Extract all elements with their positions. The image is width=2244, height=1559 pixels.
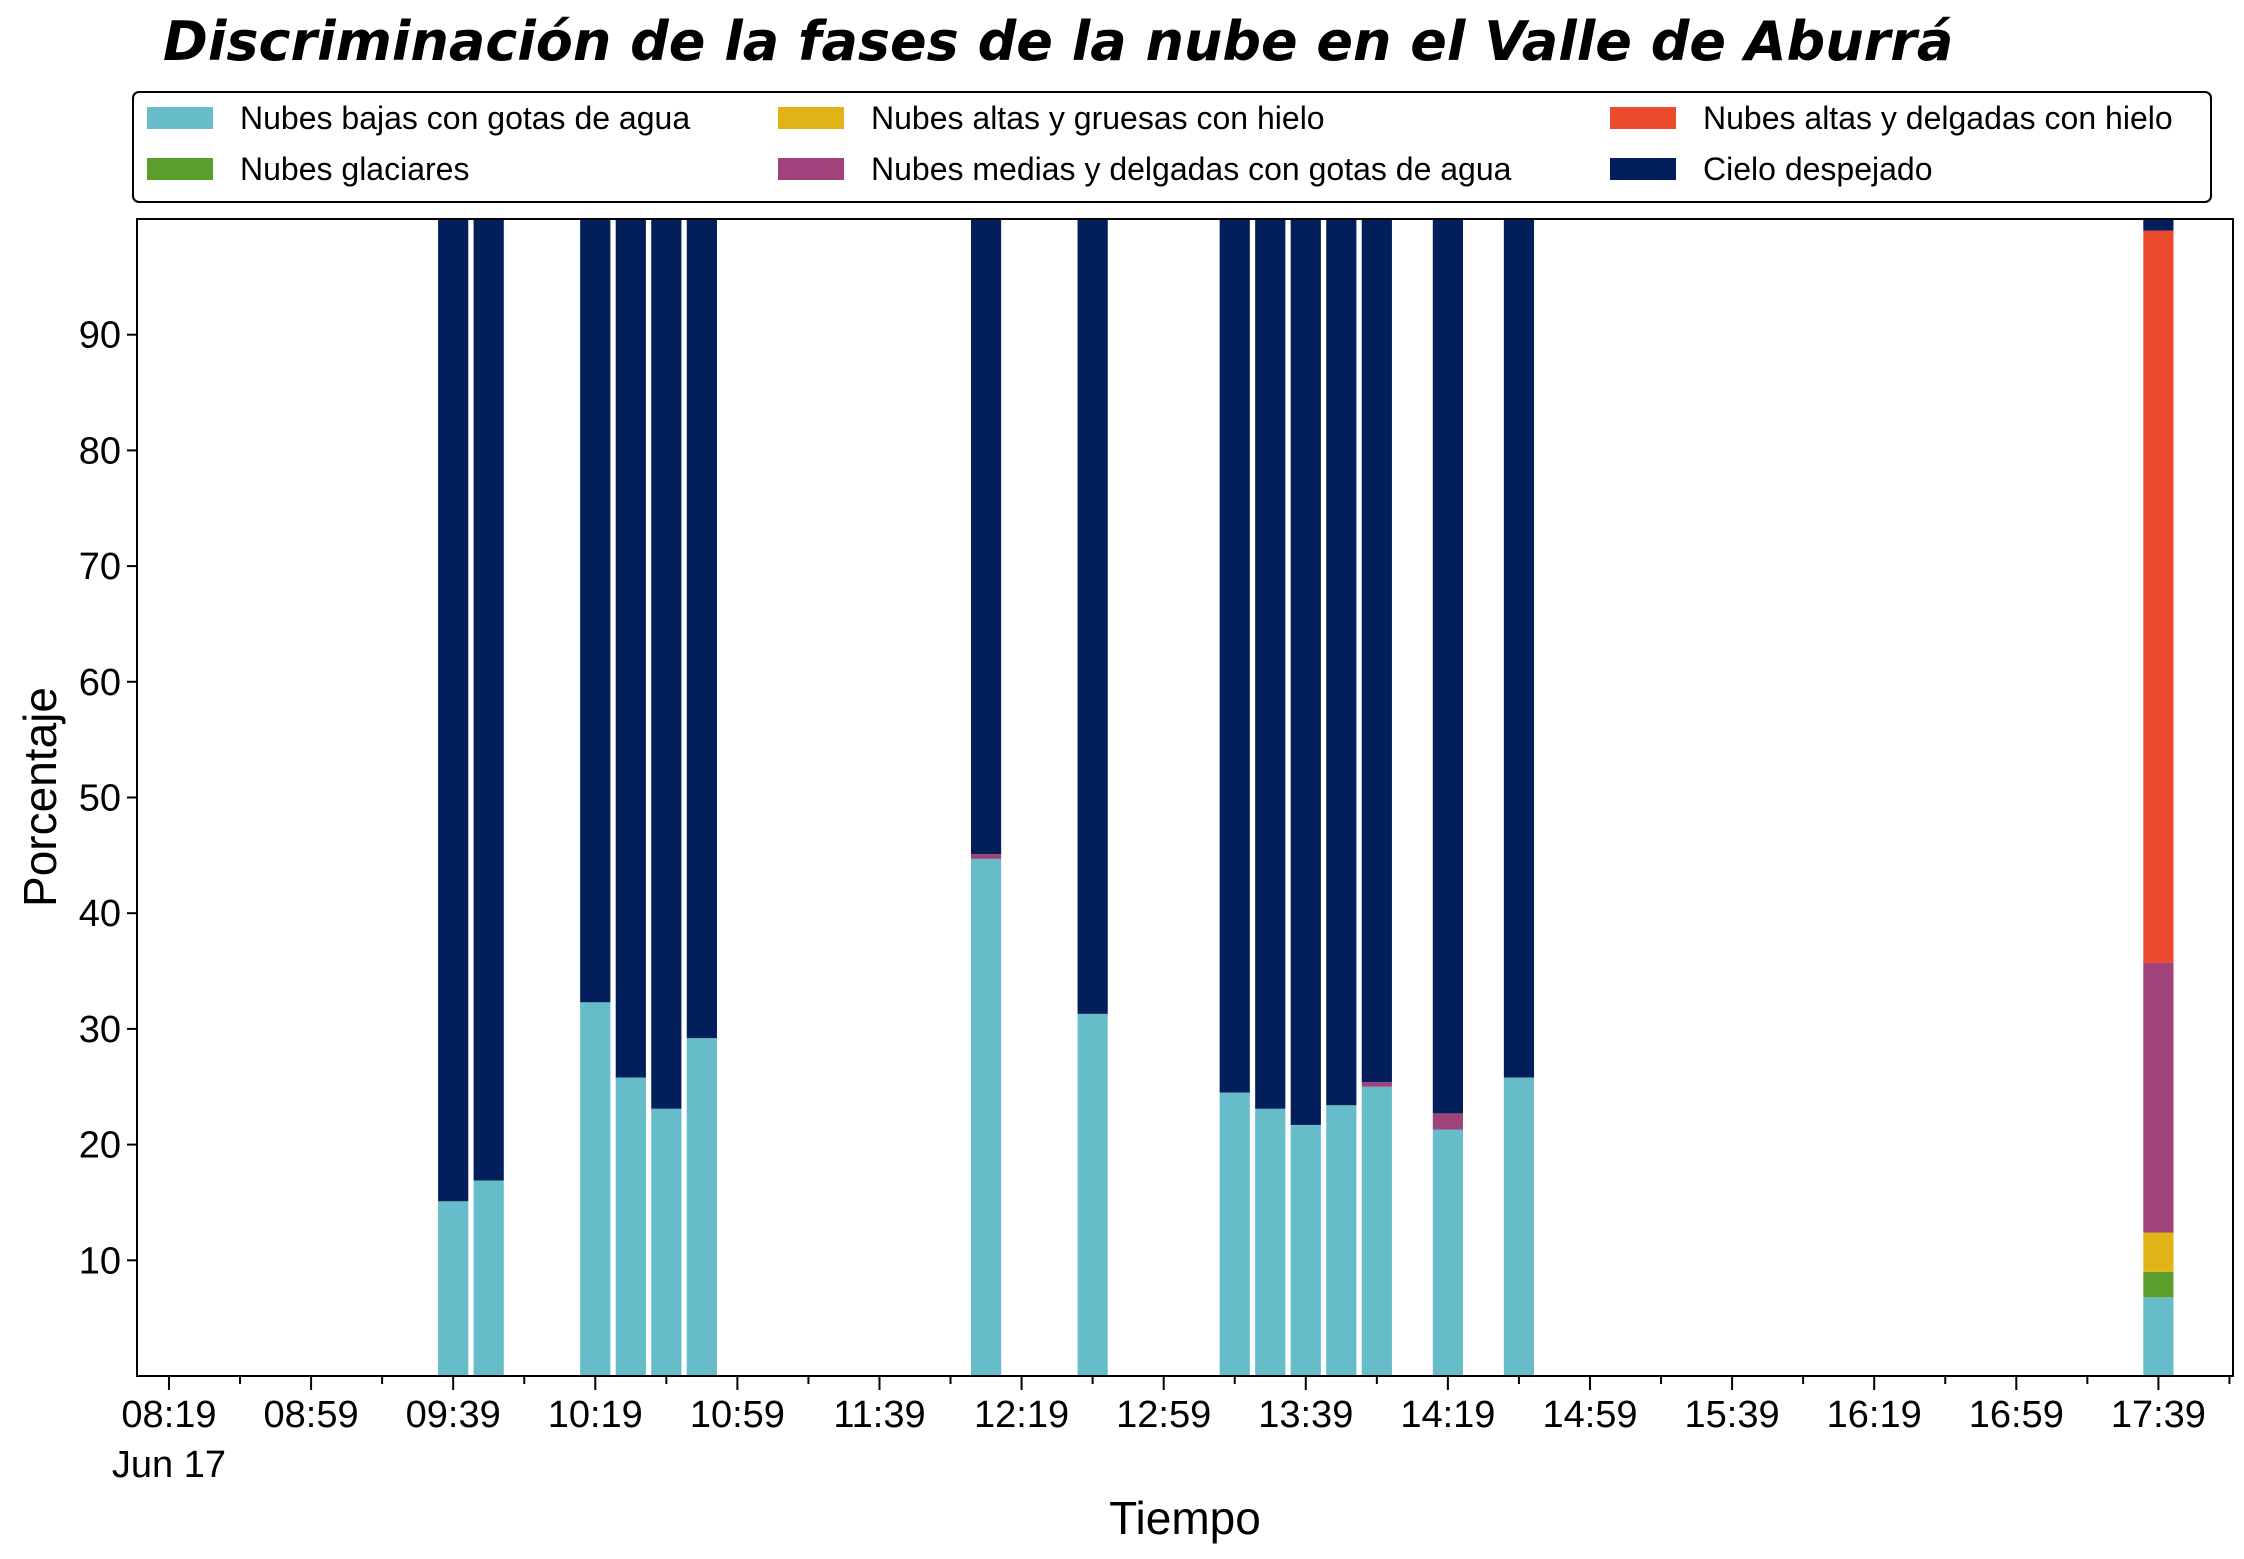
- x-tick-label-9: 13:39: [1258, 1394, 1353, 1436]
- plot-area: 10 20 30 40 50 60 70 80 90 08:19 08:59 09:39 10:19 1…: [79, 218, 2234, 1486]
- x-tick-label-14: 16:59: [1969, 1394, 2064, 1436]
- x-date-label: Jun 17: [112, 1444, 226, 1486]
- x-tick-label-13: 16:19: [1827, 1394, 1922, 1436]
- bar-segment-14-series-1: [1432, 1129, 1463, 1376]
- bar-segment-9-series-1: [1219, 1092, 1250, 1376]
- bars: [438, 219, 2174, 1376]
- x-tick-label-15: 17:39: [2111, 1394, 2206, 1436]
- bar-segment-10-series-6: [1255, 219, 1286, 1109]
- legend-frame: [132, 91, 2212, 203]
- y-tick-label-9: 90: [79, 315, 121, 357]
- x-tick-label-6: 11:39: [833, 1394, 925, 1436]
- legend-label-1: Nubes bajas con gotas de agua: [240, 100, 690, 136]
- bar-segment-15-series-1: [1503, 1077, 1535, 1376]
- y-axis: 10 20 30 40 50 60 70 80 90: [79, 315, 137, 1282]
- bar-segment-9-series-6: [1219, 219, 1250, 1093]
- bar-segment-11-series-6: [1290, 219, 1321, 1125]
- bar-segment-6-series-1: [686, 1038, 717, 1376]
- bar-segment-14-series-4: [1432, 1113, 1463, 1130]
- y-tick-label-8: 80: [79, 430, 121, 472]
- y-axis-label: Porcentaje: [14, 687, 66, 907]
- x-tick-label-10: 14:19: [1400, 1394, 1495, 1436]
- x-tick-label-2: 08:59: [264, 1394, 359, 1436]
- bar-segment-16-series-6: [2143, 219, 2174, 231]
- bar-segment-8-series-6: [1077, 219, 1108, 1014]
- x-tick-label-3: 09:39: [406, 1394, 501, 1436]
- bar-segment-5-series-6: [651, 219, 682, 1109]
- bar-segment-14-series-6: [1432, 219, 1463, 1114]
- bar-segment-2-series-6: [473, 219, 504, 1181]
- bar-segment-1-series-6: [438, 219, 469, 1202]
- x-tick-label-8: 12:59: [1116, 1394, 1211, 1436]
- legend: Nubes bajas con gotas de agua Nubes glaci…: [132, 91, 2212, 203]
- bar-segment-16-series-3: [2143, 1232, 2174, 1272]
- bar-segment-12-series-6: [1326, 219, 1357, 1106]
- x-axis-label: Tiempo: [1109, 1492, 1261, 1544]
- bar-segment-5-series-1: [651, 1108, 682, 1376]
- bar-segment-16-series-2: [2143, 1271, 2174, 1298]
- bar-segment-10-series-1: [1255, 1108, 1286, 1376]
- y-tick-label-3: 30: [79, 1009, 121, 1051]
- x-tick-label-1: 08:19: [121, 1394, 216, 1436]
- bar-segment-13-series-4: [1361, 1082, 1392, 1087]
- legend-swatch-1: [147, 107, 213, 129]
- bar-segment-16-series-4: [2143, 962, 2174, 1233]
- legend-label-4: Nubes medias y delgadas con gotas de agu…: [871, 151, 1512, 187]
- x-tick-label-11: 14:59: [1542, 1394, 1637, 1436]
- x-tick-label-5: 10:59: [690, 1394, 785, 1436]
- legend-swatch-5: [1610, 107, 1676, 129]
- bar-segment-3-series-1: [580, 1002, 611, 1376]
- legend-label-3: Nubes altas y gruesas con hielo: [871, 100, 1325, 136]
- bar-segment-3-series-6: [580, 219, 611, 1003]
- legend-swatch-2: [147, 158, 213, 180]
- y-tick-label-2: 20: [79, 1125, 121, 1167]
- x-tick-label-4: 10:19: [548, 1394, 643, 1436]
- legend-swatch-4: [778, 158, 844, 180]
- bar-segment-16-series-5: [2143, 230, 2174, 963]
- bar-segment-7-series-1: [970, 858, 1002, 1376]
- y-tick-label-6: 60: [79, 662, 121, 704]
- y-tick-label-5: 50: [79, 778, 121, 820]
- bar-segment-2-series-1: [473, 1180, 504, 1376]
- legend-label-6: Cielo despejado: [1703, 151, 1933, 187]
- bar-segment-7-series-6: [970, 219, 1002, 855]
- legend-label-2: Nubes glaciares: [240, 151, 469, 187]
- bar-segment-4-series-1: [615, 1077, 646, 1376]
- y-tick-label-4: 40: [79, 893, 121, 935]
- bar-segment-1-series-1: [438, 1201, 469, 1376]
- y-tick-label-1: 10: [79, 1240, 121, 1282]
- chart-title: Discriminación de la fases de la nube en…: [163, 10, 1953, 73]
- bar-segment-16-series-1: [2143, 1297, 2174, 1376]
- bar-segment-7-series-4: [970, 854, 1002, 859]
- legend-swatch-3: [778, 107, 844, 129]
- legend-label-5: Nubes altas y delgadas con hielo: [1703, 100, 2173, 136]
- bar-segment-4-series-6: [615, 219, 646, 1078]
- x-tick-label-12: 15:39: [1685, 1394, 1780, 1436]
- bar-segment-11-series-1: [1290, 1124, 1321, 1376]
- x-tick-label-7: 12:19: [974, 1394, 1069, 1436]
- bar-segment-12-series-1: [1326, 1105, 1357, 1376]
- bar-segment-15-series-6: [1503, 219, 1535, 1078]
- x-axis: 08:19 08:59 09:39 10:19 10:59 11:39 12:19 12:59…: [112, 1376, 2231, 1486]
- y-tick-label-7: 70: [79, 546, 121, 588]
- bar-segment-13-series-1: [1361, 1086, 1392, 1376]
- bar-segment-8-series-1: [1077, 1013, 1108, 1376]
- legend-swatch-6: [1610, 158, 1676, 180]
- bar-segment-6-series-6: [686, 219, 717, 1039]
- bar-segment-13-series-6: [1361, 219, 1392, 1083]
